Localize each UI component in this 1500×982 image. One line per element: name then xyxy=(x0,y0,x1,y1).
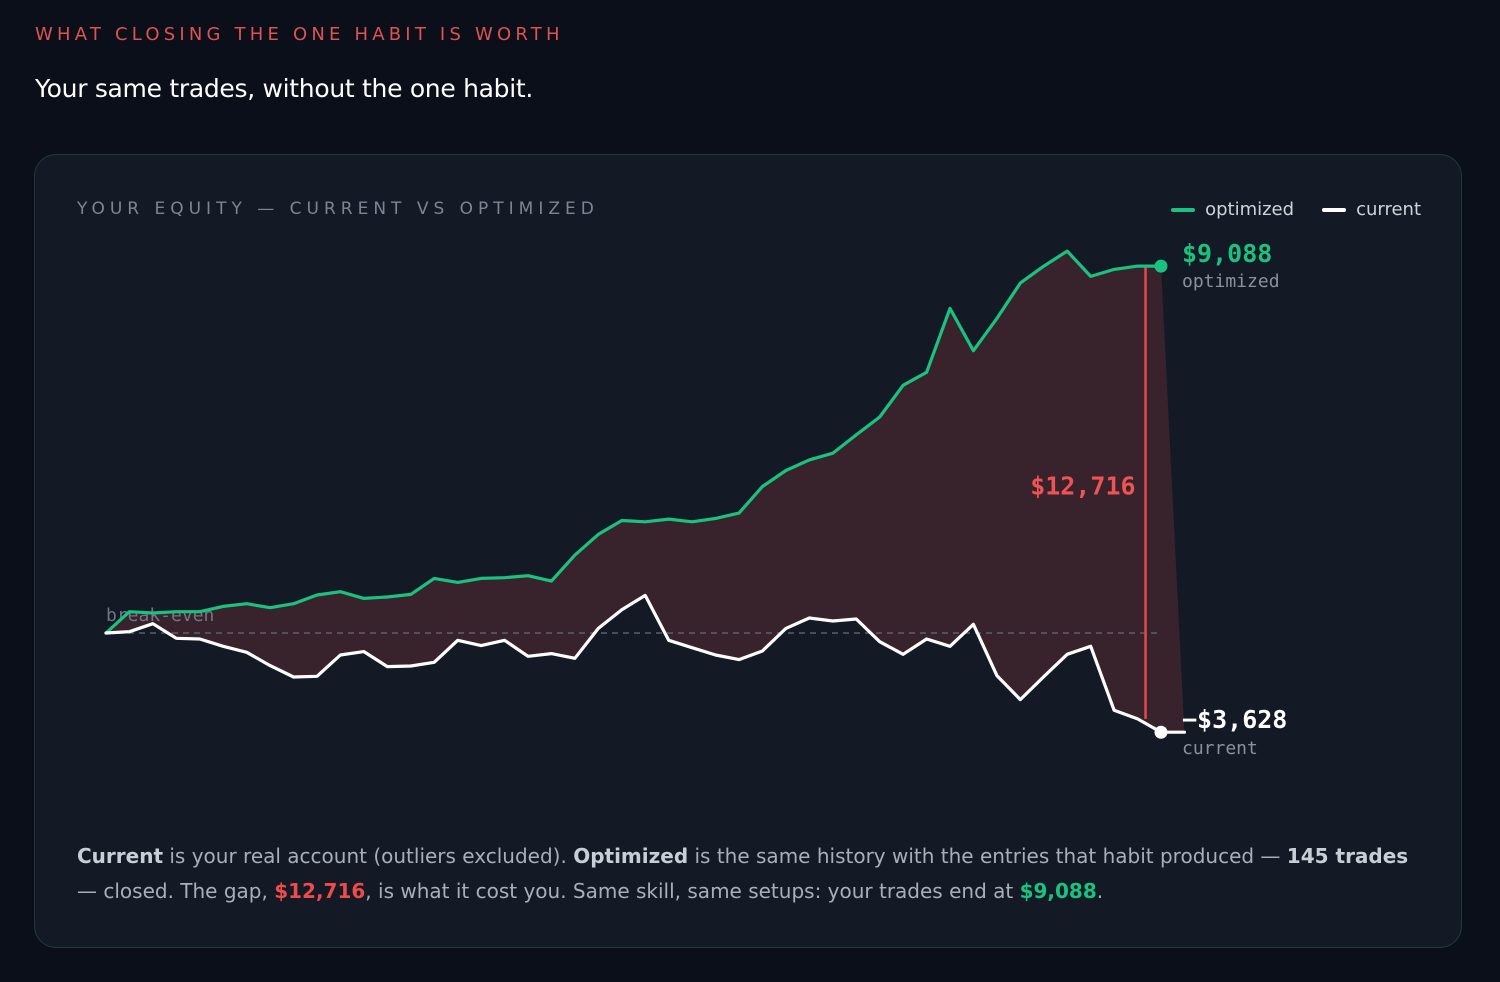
caption-optimized-term: Optimized xyxy=(573,844,689,868)
caption-text-3: — closed. The gap, xyxy=(77,879,275,903)
caption-text-4: , is what it cost you. Same skill, same … xyxy=(365,879,1020,903)
equity-chart: break-even $12,716 $9,088 optimized −$3,… xyxy=(104,239,1287,759)
caption-current-term: Current xyxy=(77,844,164,868)
equity-card: YOUR EQUITY — CURRENT VS OPTIMIZED optim… xyxy=(34,154,1462,948)
legend-swatch-optimized xyxy=(1171,207,1196,212)
break-even-label: break-even xyxy=(106,605,214,626)
caption-trade-count: 145 trades xyxy=(1286,844,1409,868)
caption-end-value: $9,088 xyxy=(1019,879,1097,903)
legend-label-optimized: optimized xyxy=(1205,199,1295,220)
legend-swatch-current xyxy=(1322,207,1347,212)
end-point-optimized xyxy=(1154,259,1168,273)
chart-title: YOUR EQUITY — CURRENT VS OPTIMIZED xyxy=(77,199,599,219)
section-eyebrow: WHAT CLOSING THE ONE HABIT IS WORTH xyxy=(35,24,564,45)
end-value-optimized: $9,088 xyxy=(1182,239,1272,268)
gap-value-label: $12,716 xyxy=(1030,472,1135,501)
legend-label-current: current xyxy=(1356,199,1421,220)
caption-text-5: . xyxy=(1096,879,1104,903)
gap-area xyxy=(106,251,1185,733)
end-sublabel-current: current xyxy=(1182,738,1258,759)
caption-text-2: is the same history with the entries tha… xyxy=(688,844,1287,868)
series-line-current xyxy=(104,593,1187,734)
chart-legend: optimized current xyxy=(1171,199,1421,220)
chart-caption: Current is your real account (outliers e… xyxy=(77,839,1427,909)
caption-text-1: is your real account (outliers excluded)… xyxy=(163,844,574,868)
caption-gap-value: $12,716 xyxy=(274,879,366,903)
end-value-current: −$3,628 xyxy=(1182,705,1287,734)
end-point-current xyxy=(1154,725,1168,739)
legend-item-current: current xyxy=(1322,199,1421,220)
legend-item-optimized: optimized xyxy=(1171,199,1294,220)
page-headline: Your same trades, without the one habit. xyxy=(35,74,534,103)
series-line-optimized xyxy=(104,249,1163,635)
end-sublabel-optimized: optimized xyxy=(1182,271,1280,292)
